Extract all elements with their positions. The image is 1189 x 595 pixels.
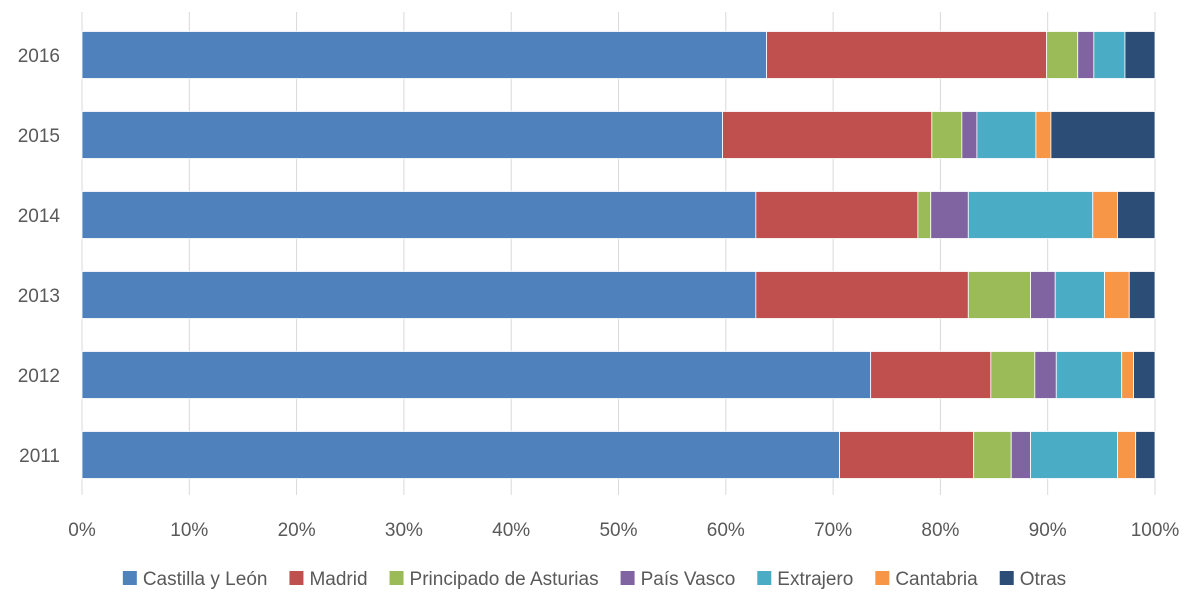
bar-segment: [81, 431, 840, 479]
bar-segment: [755, 191, 919, 239]
bar-segment: [839, 431, 975, 479]
legend-item: País Vasco: [620, 569, 736, 590]
x-tick-label: 90%: [1029, 520, 1067, 541]
bar-segment: [973, 431, 1012, 479]
bar-segment: [766, 31, 1048, 79]
legend-item: Madrid: [289, 569, 368, 590]
bar-segment: [1077, 31, 1095, 79]
bar-segment: [1117, 191, 1156, 239]
x-tick-label: 0%: [68, 520, 96, 541]
legend-swatch: [389, 571, 404, 585]
bar-segment: [81, 111, 723, 159]
legend-swatch: [289, 571, 304, 585]
bar-segment: [870, 351, 992, 399]
bar-segment: [930, 191, 969, 239]
bar-segment: [1010, 431, 1031, 479]
legend-swatch: [122, 571, 137, 585]
x-tick-label: 10%: [170, 520, 208, 541]
legend-label: Madrid: [309, 569, 367, 590]
legend-label: Extrajero: [777, 569, 853, 590]
bar-segment: [967, 191, 1094, 239]
legend-item: Principado de Asturias: [389, 569, 599, 590]
bar-segment: [1135, 431, 1156, 479]
legend-item: Castilla y León: [122, 569, 268, 590]
bar-segment: [81, 271, 757, 319]
x-tick-label: 50%: [599, 520, 637, 541]
legend-label: Castilla y León: [143, 569, 268, 590]
x-axis: 0% 10% 20% 30% 40% 50% 60% 70% 80% 90% 100%: [68, 520, 1179, 541]
bar-segment: [1093, 31, 1126, 79]
bar-segment: [1050, 111, 1156, 159]
bar-segment: [81, 351, 872, 399]
bar-segment: [961, 111, 978, 159]
bar-segment: [1128, 271, 1156, 319]
bar-segment: [976, 111, 1037, 159]
y-tick-label: 2011: [19, 446, 60, 467]
legend-item: Cantabria: [875, 569, 978, 590]
bar-segment: [1104, 271, 1130, 319]
bar-segment: [1046, 31, 1079, 79]
x-tick-label: 20%: [278, 520, 316, 541]
bar-segment: [81, 31, 767, 79]
legend-label: Principado de Asturias: [410, 569, 599, 590]
y-tick-label: 2012: [18, 366, 60, 387]
bar-segment: [967, 271, 1031, 319]
bar-segment: [1092, 191, 1118, 239]
x-tick-label: 100%: [1131, 520, 1180, 541]
bar-segment: [1121, 351, 1134, 399]
legend-swatch: [620, 571, 635, 585]
x-tick-label: 80%: [921, 520, 959, 541]
y-tick-label: 2016: [18, 46, 60, 67]
bar-segment: [722, 111, 933, 159]
legend-item: Otras: [999, 569, 1066, 590]
legend-swatch: [875, 571, 890, 585]
bar-segment: [1030, 271, 1056, 319]
legend-swatch: [999, 571, 1014, 585]
gridlines: [81, 12, 1156, 495]
bar-segment: [1035, 111, 1052, 159]
x-tick-label: 70%: [814, 520, 852, 541]
x-tick-label: 40%: [492, 520, 530, 541]
bar-segment: [1133, 351, 1156, 399]
x-tick-label: 30%: [385, 520, 423, 541]
bar-segment: [1054, 271, 1105, 319]
y-tick-label: 2013: [18, 286, 60, 307]
bar-segment: [81, 191, 757, 239]
bar-segment: [1030, 431, 1118, 479]
bar-segment: [931, 111, 963, 159]
bar-segment: [1055, 351, 1123, 399]
legend-label: Cantabria: [895, 569, 978, 590]
bar-segment: [755, 271, 969, 319]
bar-segment: [1117, 431, 1137, 479]
y-tick-label: 2015: [18, 126, 60, 147]
bar-segment: [917, 191, 932, 239]
y-tick-label: 2014: [18, 206, 61, 227]
bar-segment: [1034, 351, 1057, 399]
x-tick-label: 60%: [707, 520, 745, 541]
legend-label: País Vasco: [641, 569, 736, 590]
legend: Castilla y León Madrid Principado de Astur…: [122, 569, 1066, 590]
bar-segment: [990, 351, 1036, 399]
y-axis: 2016 2015 2014 2013 2012 2011: [18, 46, 61, 467]
legend-label: Otras: [1020, 569, 1066, 590]
legend-item: Extrajero: [757, 569, 853, 590]
bars: [81, 31, 1156, 479]
legend-swatch: [757, 571, 772, 585]
bar-segment: [1124, 31, 1156, 79]
